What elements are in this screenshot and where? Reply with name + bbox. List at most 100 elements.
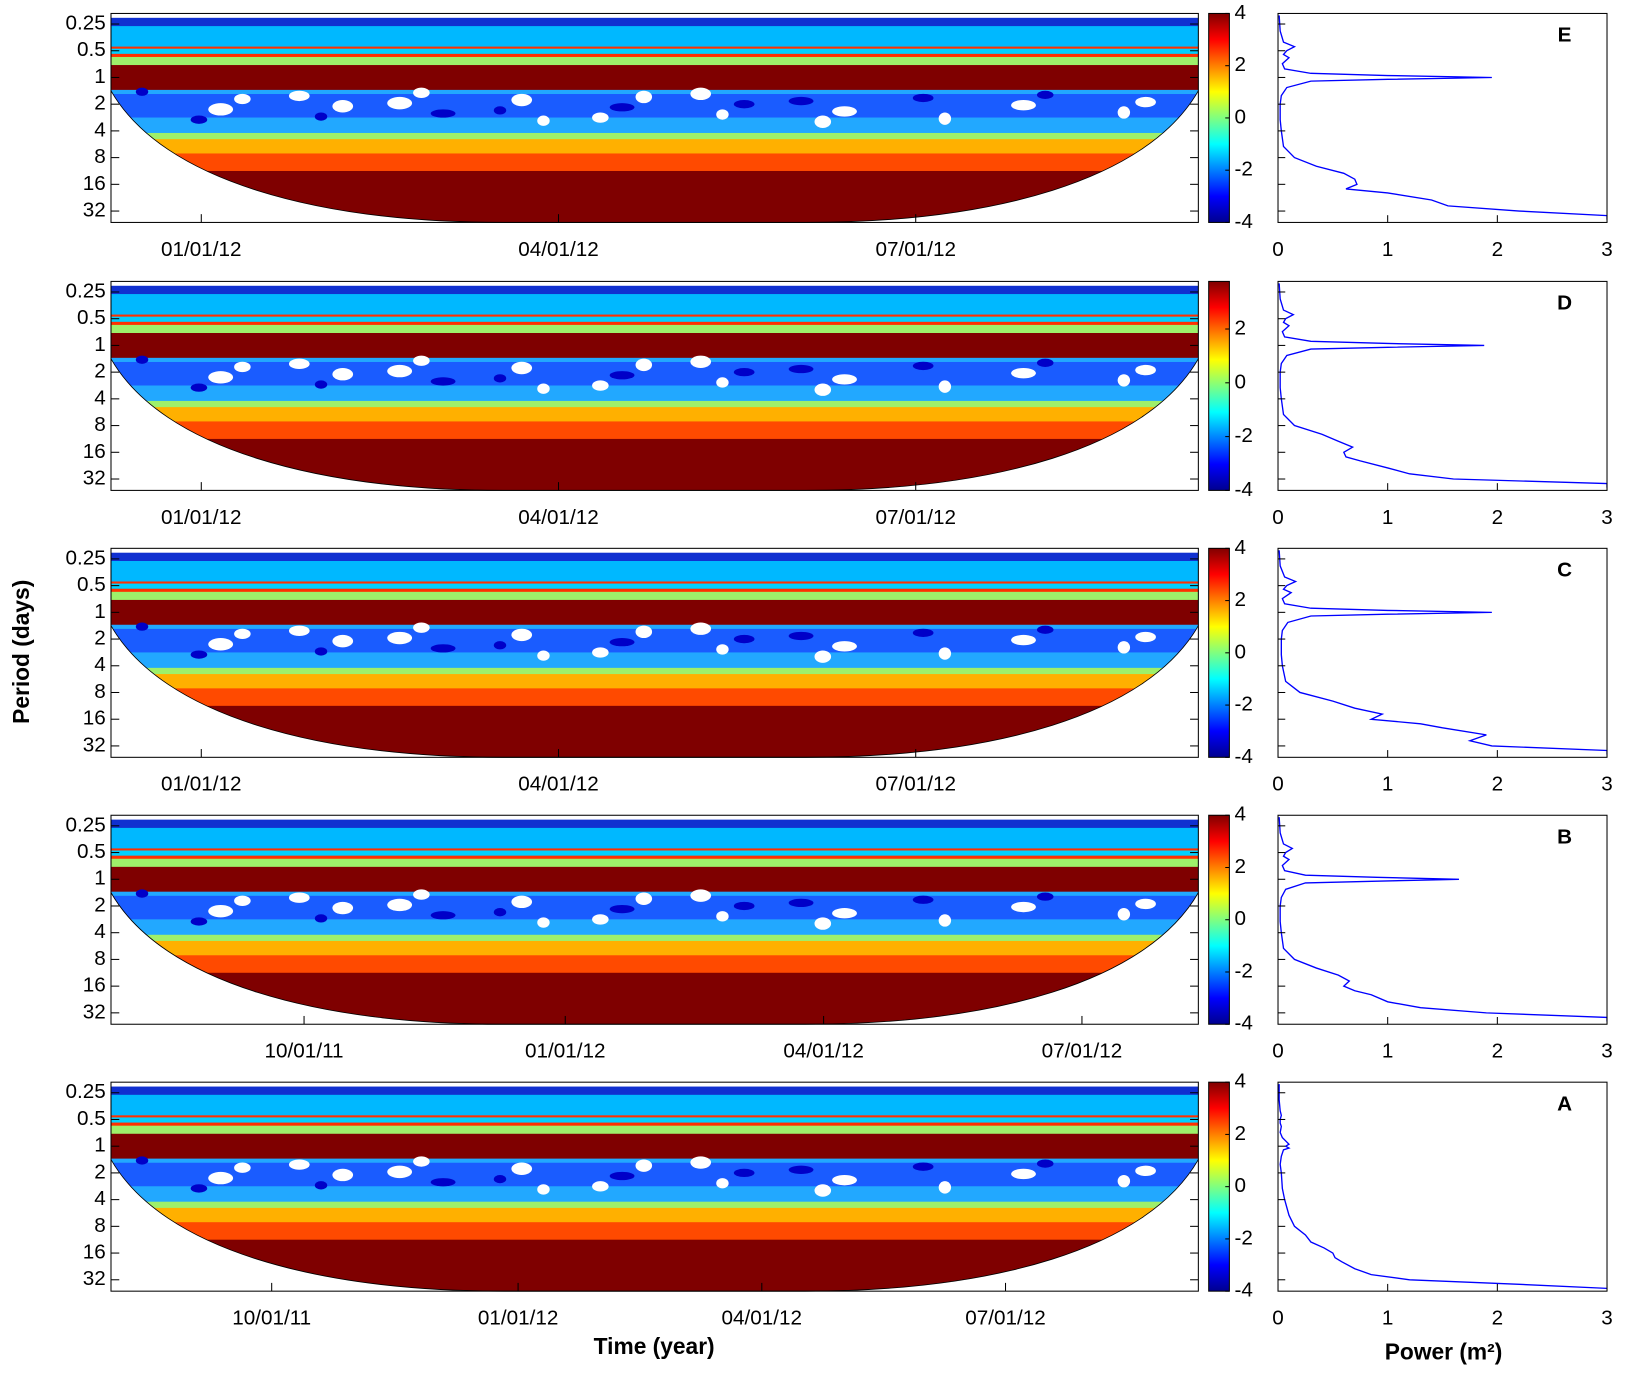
y-tick-label: 16 — [83, 974, 106, 997]
y-tick-label: 8 — [94, 1214, 106, 1237]
field-spot — [814, 917, 832, 930]
field-spot — [690, 87, 712, 101]
colorbar — [1208, 280, 1230, 491]
cone-of-influence — [805, 90, 1199, 223]
y-tick-label: 16 — [83, 440, 106, 463]
field-spot — [1117, 1174, 1131, 1188]
field-spot — [537, 115, 550, 126]
field-spot — [1135, 631, 1156, 643]
y-tick-label: 2 — [94, 360, 106, 383]
field-spot — [288, 358, 310, 370]
spectrum-line — [1278, 817, 1608, 1022]
field-spot — [493, 106, 507, 115]
field-spot — [609, 371, 635, 380]
field-spot — [208, 103, 234, 116]
y-tick-label: 1 — [94, 867, 106, 890]
field-spot — [832, 908, 857, 919]
field-spot — [733, 367, 755, 377]
x-tick-label: 04/01/12 — [722, 1307, 803, 1330]
field-spot — [1036, 90, 1054, 100]
cone-of-influence — [110, 358, 505, 491]
colorbar-tick-label: 4 — [1235, 536, 1247, 559]
spectrum-x-tick-label: 1 — [1382, 773, 1394, 796]
field-spot — [832, 374, 857, 385]
colorbar-tick-label: -2 — [1235, 693, 1253, 716]
spectrum-x-tick-label: 2 — [1492, 1040, 1504, 1063]
panel-label: A — [1557, 1092, 1572, 1115]
y-tick-label: 2 — [94, 1160, 106, 1183]
field-spot — [208, 904, 234, 918]
x-tick-label: 04/01/12 — [783, 1040, 864, 1063]
field-spot — [430, 911, 456, 920]
field-spot — [788, 898, 814, 908]
field-spot — [190, 650, 208, 659]
field-spot — [1036, 1159, 1054, 1168]
field-spot — [690, 622, 712, 635]
y-tick-label: 1 — [94, 600, 106, 623]
x-tick-label: 01/01/12 — [161, 238, 242, 261]
field-spot — [1135, 364, 1156, 376]
cone-of-influence — [805, 625, 1199, 758]
field-spot — [493, 1174, 507, 1184]
y-tick-label: 4 — [94, 1187, 106, 1210]
spectrum-x-tick-label: 2 — [1492, 1307, 1504, 1330]
field-spot — [592, 380, 609, 391]
field-spot — [208, 1171, 234, 1185]
power-band — [110, 1082, 1199, 1087]
field-spot — [938, 647, 952, 660]
power-band — [110, 548, 1199, 553]
field-spot — [592, 1181, 609, 1192]
field-spot — [592, 914, 609, 925]
x-tick-label: 04/01/12 — [518, 238, 599, 261]
y-tick-label: 1 — [94, 333, 106, 356]
field-spot — [609, 638, 635, 647]
spectrum-x-tick-label: 3 — [1601, 238, 1613, 261]
power-band — [110, 815, 1199, 820]
field-spot — [537, 917, 550, 928]
x-axis-label: Time (year) — [594, 1333, 715, 1359]
field-spot — [208, 371, 234, 384]
x-tick-label: 01/01/12 — [161, 773, 242, 796]
panel-label: B — [1557, 825, 1572, 848]
field-spot — [234, 361, 251, 373]
spectrum-x-tick-label: 0 — [1272, 1307, 1284, 1330]
spectrum-x-tick-label: 1 — [1382, 1040, 1394, 1063]
y-tick-label: 1 — [94, 1134, 106, 1157]
field-spot — [1036, 625, 1054, 634]
cone-of-influence — [805, 1159, 1199, 1292]
cone-of-influence — [110, 90, 505, 223]
spectrum-frame — [1277, 547, 1608, 758]
power-band — [110, 850, 1199, 856]
field-spot — [511, 93, 533, 107]
field-spot — [1036, 892, 1054, 901]
field-spot — [537, 650, 550, 661]
field-spot — [788, 96, 814, 106]
field-spot — [511, 361, 533, 375]
field-spot — [912, 1162, 934, 1171]
y-tick-label: 2 — [94, 92, 106, 115]
field-spot — [511, 895, 533, 909]
field-spot — [690, 889, 712, 902]
x-tick-label: 04/01/12 — [518, 773, 599, 796]
colorbar-tick-label: 2 — [1235, 316, 1247, 339]
y-tick-label: 0.25 — [66, 813, 106, 836]
field-spot — [413, 355, 430, 366]
field-spot — [314, 1181, 328, 1190]
x-tick-label: 01/01/12 — [525, 1040, 606, 1063]
field-spot — [788, 364, 814, 374]
y-tick-label: 0.25 — [66, 11, 106, 34]
field-spot — [716, 377, 729, 388]
field-spot — [635, 892, 653, 905]
field-spot — [387, 898, 413, 912]
y-tick-label: 2 — [94, 893, 106, 916]
field-spot — [135, 1156, 149, 1165]
field-spot — [135, 889, 149, 898]
field-spot — [592, 647, 609, 658]
field-spot — [814, 115, 832, 128]
field-spot — [1117, 374, 1131, 387]
field-spot — [832, 106, 857, 117]
field-spot — [1135, 96, 1156, 108]
field-spot — [413, 87, 430, 98]
cone-of-influence — [805, 892, 1199, 1025]
spectrum-line — [1278, 15, 1608, 220]
